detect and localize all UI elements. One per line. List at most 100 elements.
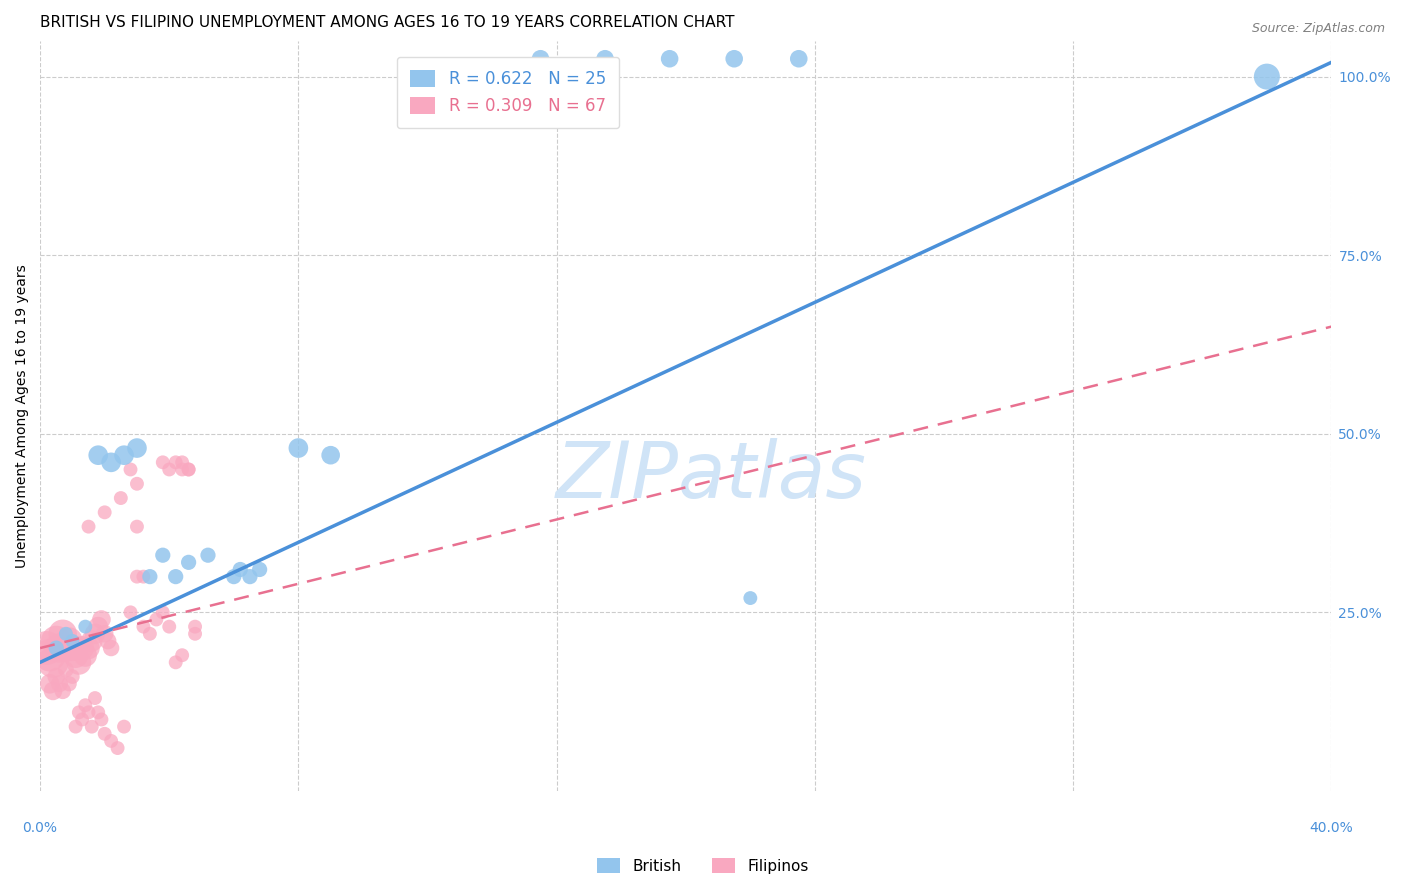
- Text: ZIPatlas: ZIPatlas: [557, 438, 868, 514]
- Point: [177, 555, 200, 569]
- Point: [38, 677, 60, 691]
- Point: [239, 569, 262, 583]
- Point: [77, 519, 100, 533]
- Point: [35, 641, 58, 656]
- Point: [93, 727, 115, 741]
- Point: [593, 52, 616, 66]
- Point: [125, 441, 148, 455]
- Point: [65, 648, 87, 663]
- Point: [100, 734, 122, 748]
- Point: [45, 641, 67, 656]
- Point: [87, 620, 110, 634]
- Text: Source: ZipAtlas.com: Source: ZipAtlas.com: [1251, 22, 1385, 36]
- Point: [723, 52, 745, 66]
- Legend: British, Filipinos: British, Filipinos: [592, 852, 814, 880]
- Point: [55, 663, 77, 677]
- Point: [132, 569, 155, 583]
- Point: [229, 562, 252, 576]
- Point: [740, 591, 762, 605]
- Point: [787, 52, 810, 66]
- Point: [139, 627, 162, 641]
- Point: [75, 648, 97, 663]
- Point: [319, 448, 342, 462]
- Point: [249, 562, 271, 576]
- Y-axis label: Unemployment Among Ages 16 to 19 years: Unemployment Among Ages 16 to 19 years: [15, 264, 30, 568]
- Point: [100, 641, 122, 656]
- Point: [172, 455, 194, 469]
- Point: [157, 620, 180, 634]
- Point: [157, 462, 180, 476]
- Point: [67, 656, 90, 670]
- Point: [48, 677, 70, 691]
- Point: [177, 462, 200, 476]
- Point: [184, 627, 207, 641]
- Point: [38, 648, 60, 663]
- Point: [93, 627, 115, 641]
- Legend: R = 0.622   N = 25, R = 0.309   N = 67: R = 0.622 N = 25, R = 0.309 N = 67: [396, 57, 620, 128]
- Point: [70, 713, 93, 727]
- Point: [42, 684, 65, 698]
- Point: [100, 455, 122, 469]
- Point: [139, 569, 162, 583]
- Point: [112, 448, 135, 462]
- Point: [152, 455, 174, 469]
- Point: [77, 641, 100, 656]
- Point: [152, 548, 174, 562]
- Point: [165, 455, 187, 469]
- Point: [58, 677, 80, 691]
- Point: [120, 605, 142, 619]
- Point: [177, 462, 200, 476]
- Point: [75, 620, 97, 634]
- Point: [1256, 70, 1278, 84]
- Point: [125, 476, 148, 491]
- Point: [60, 641, 83, 656]
- Point: [45, 670, 67, 684]
- Point: [90, 713, 112, 727]
- Point: [97, 634, 120, 648]
- Point: [93, 505, 115, 519]
- Point: [77, 706, 100, 720]
- Point: [110, 491, 132, 505]
- Point: [165, 656, 187, 670]
- Point: [165, 569, 187, 583]
- Point: [107, 741, 129, 756]
- Text: 40.0%: 40.0%: [1309, 821, 1354, 835]
- Point: [55, 627, 77, 641]
- Point: [55, 641, 77, 656]
- Point: [84, 627, 107, 641]
- Point: [60, 634, 83, 648]
- Point: [120, 462, 142, 476]
- Point: [67, 706, 90, 720]
- Point: [287, 441, 309, 455]
- Point: [172, 648, 194, 663]
- Point: [90, 612, 112, 626]
- Point: [42, 656, 65, 670]
- Point: [70, 641, 93, 656]
- Point: [75, 698, 97, 713]
- Point: [145, 612, 167, 626]
- Text: BRITISH VS FILIPINO UNEMPLOYMENT AMONG AGES 16 TO 19 YEARS CORRELATION CHART: BRITISH VS FILIPINO UNEMPLOYMENT AMONG A…: [41, 15, 734, 30]
- Point: [152, 605, 174, 619]
- Point: [52, 684, 75, 698]
- Point: [58, 634, 80, 648]
- Point: [87, 448, 110, 462]
- Point: [222, 569, 245, 583]
- Point: [60, 670, 83, 684]
- Point: [132, 620, 155, 634]
- Point: [80, 634, 103, 648]
- Point: [125, 569, 148, 583]
- Point: [197, 548, 219, 562]
- Text: 0.0%: 0.0%: [22, 821, 58, 835]
- Point: [125, 519, 148, 533]
- Point: [172, 462, 194, 476]
- Point: [84, 691, 107, 706]
- Point: [48, 641, 70, 656]
- Point: [184, 620, 207, 634]
- Point: [658, 52, 681, 66]
- Point: [87, 706, 110, 720]
- Point: [80, 720, 103, 734]
- Point: [529, 52, 551, 66]
- Point: [52, 627, 75, 641]
- Point: [65, 720, 87, 734]
- Point: [112, 720, 135, 734]
